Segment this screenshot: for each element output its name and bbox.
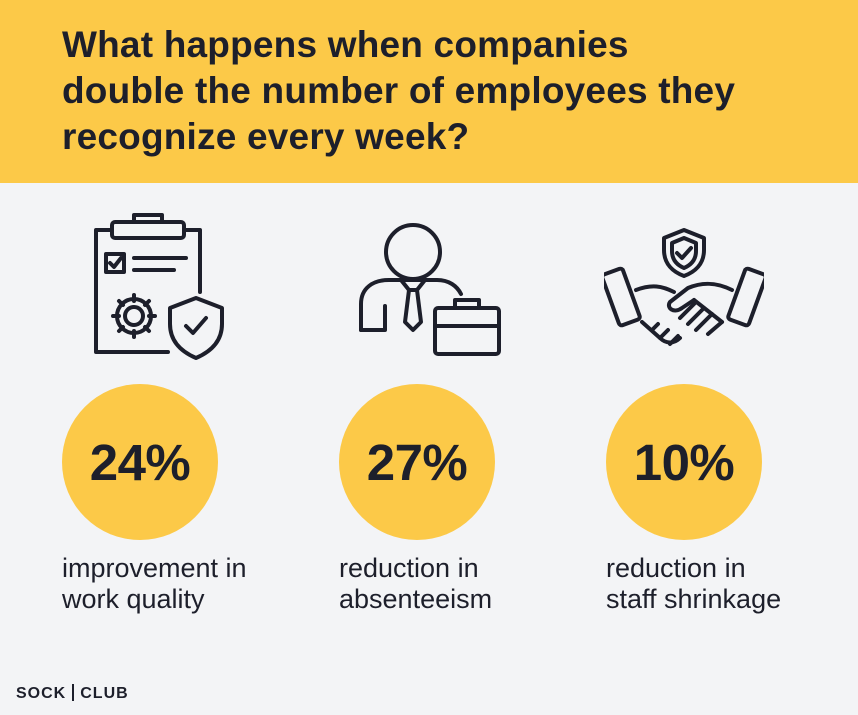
logo-left: SOCK	[16, 685, 67, 702]
title-line-2: double the number of employees they	[62, 70, 736, 111]
caption-line: staff shrinkage	[606, 584, 782, 614]
stat-value: 27%	[366, 433, 468, 491]
caption-line: improvement in	[62, 553, 247, 583]
stat-caption-3: reduction in staff shrinkage	[606, 553, 781, 615]
sock-club-logo: SOCK CLUB	[16, 684, 129, 703]
stat-circle-1: 24%	[62, 384, 218, 540]
logo-divider	[72, 684, 75, 701]
stat-caption-2: reduction in absenteeism	[339, 553, 492, 615]
caption-line: reduction in	[606, 553, 746, 583]
stat-caption-1: improvement in work quality	[62, 553, 247, 615]
caption-line: work quality	[62, 584, 205, 614]
handshake-shield-icon	[604, 226, 764, 356]
logo-right: CLUB	[80, 685, 129, 702]
page-title: What happens when companies double the n…	[62, 22, 822, 160]
header-banner: What happens when companies double the n…	[0, 0, 858, 183]
title-line-3: recognize every week?	[62, 116, 470, 157]
caption-line: reduction in	[339, 553, 479, 583]
title-line-1: What happens when companies	[62, 24, 629, 65]
stat-circle-3: 10%	[606, 384, 762, 540]
employee-briefcase-icon	[357, 222, 505, 362]
clipboard-gear-shield-icon	[90, 212, 230, 362]
stat-value: 24%	[89, 433, 191, 491]
caption-line: absenteeism	[339, 584, 493, 614]
stat-circle-2: 27%	[339, 384, 495, 540]
stat-value: 10%	[633, 433, 735, 491]
